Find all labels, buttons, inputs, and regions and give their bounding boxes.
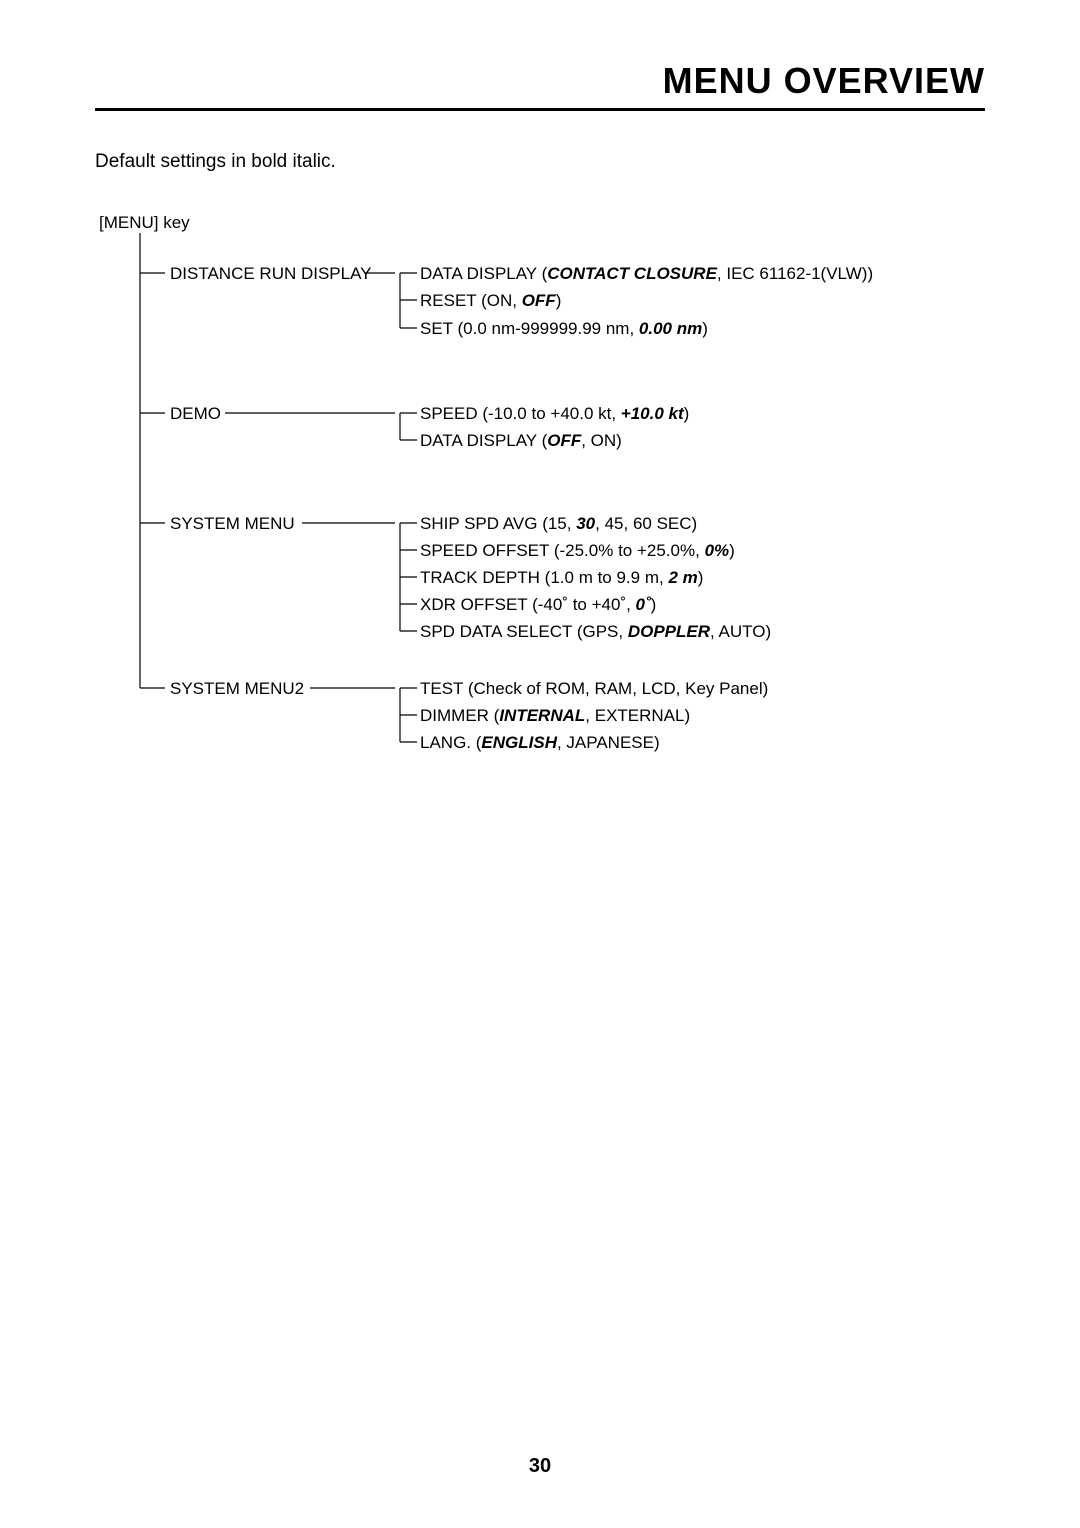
menu-tree-svg: DISTANCE RUN DISPLAY DATA DISPLAY (CONTAC… [95, 233, 995, 773]
svg-text:TRACK DEPTH (1.0 m to 9.9 m, 2: TRACK DEPTH (1.0 m to 9.9 m, 2 m) [420, 568, 703, 587]
menu-key-label: [MENU] key [99, 213, 985, 233]
subtitle: Default settings in bold italic. [95, 151, 985, 173]
page-number: 30 [0, 1455, 1080, 1478]
svg-text:SET (0.0 nm-999999.99 nm, 0.00: SET (0.0 nm-999999.99 nm, 0.00 nm) [420, 319, 708, 338]
svg-text:SPD DATA SELECT (GPS, DOPPLER,: SPD DATA SELECT (GPS, DOPPLER, AUTO) [420, 622, 771, 641]
page-title: MENU OVERVIEW [95, 60, 985, 111]
svg-text:SYSTEM MENU: SYSTEM MENU [170, 514, 295, 533]
svg-text:DEMO: DEMO [170, 404, 221, 423]
svg-text:DISTANCE RUN DISPLAY: DISTANCE RUN DISPLAY [170, 264, 372, 283]
svg-text:DATA DISPLAY (CONTACT CLOSURE,: DATA DISPLAY (CONTACT CLOSURE, IEC 61162… [420, 264, 873, 283]
svg-text:SHIP SPD AVG (15, 30, 45, 60 S: SHIP SPD AVG (15, 30, 45, 60 SEC) [420, 514, 697, 533]
svg-text:XDR OFFSET (-40˚ to +40˚, 0˚): XDR OFFSET (-40˚ to +40˚, 0˚) [420, 595, 656, 614]
svg-text:DIMMER (INTERNAL, EXTERNAL): DIMMER (INTERNAL, EXTERNAL) [420, 706, 690, 725]
svg-text:TEST (Check of ROM, RAM, LCD,: TEST (Check of ROM, RAM, LCD, Key Panel) [420, 679, 768, 698]
menu-tree: DISTANCE RUN DISPLAY DATA DISPLAY (CONTAC… [95, 233, 985, 779]
svg-text:SYSTEM MENU2: SYSTEM MENU2 [170, 679, 304, 698]
svg-text:RESET (ON, OFF): RESET (ON, OFF) [420, 291, 561, 310]
svg-text:LANG. (ENGLISH, JAPANESE): LANG. (ENGLISH, JAPANESE) [420, 733, 660, 752]
svg-text:DATA DISPLAY (OFF, ON): DATA DISPLAY (OFF, ON) [420, 431, 622, 450]
svg-text:SPEED OFFSET (-25.0% to +25.0%: SPEED OFFSET (-25.0% to +25.0%, 0%) [420, 541, 735, 560]
svg-text:SPEED (-10.0 to +40.0 kt, +10.: SPEED (-10.0 to +40.0 kt, +10.0 kt) [420, 404, 689, 423]
